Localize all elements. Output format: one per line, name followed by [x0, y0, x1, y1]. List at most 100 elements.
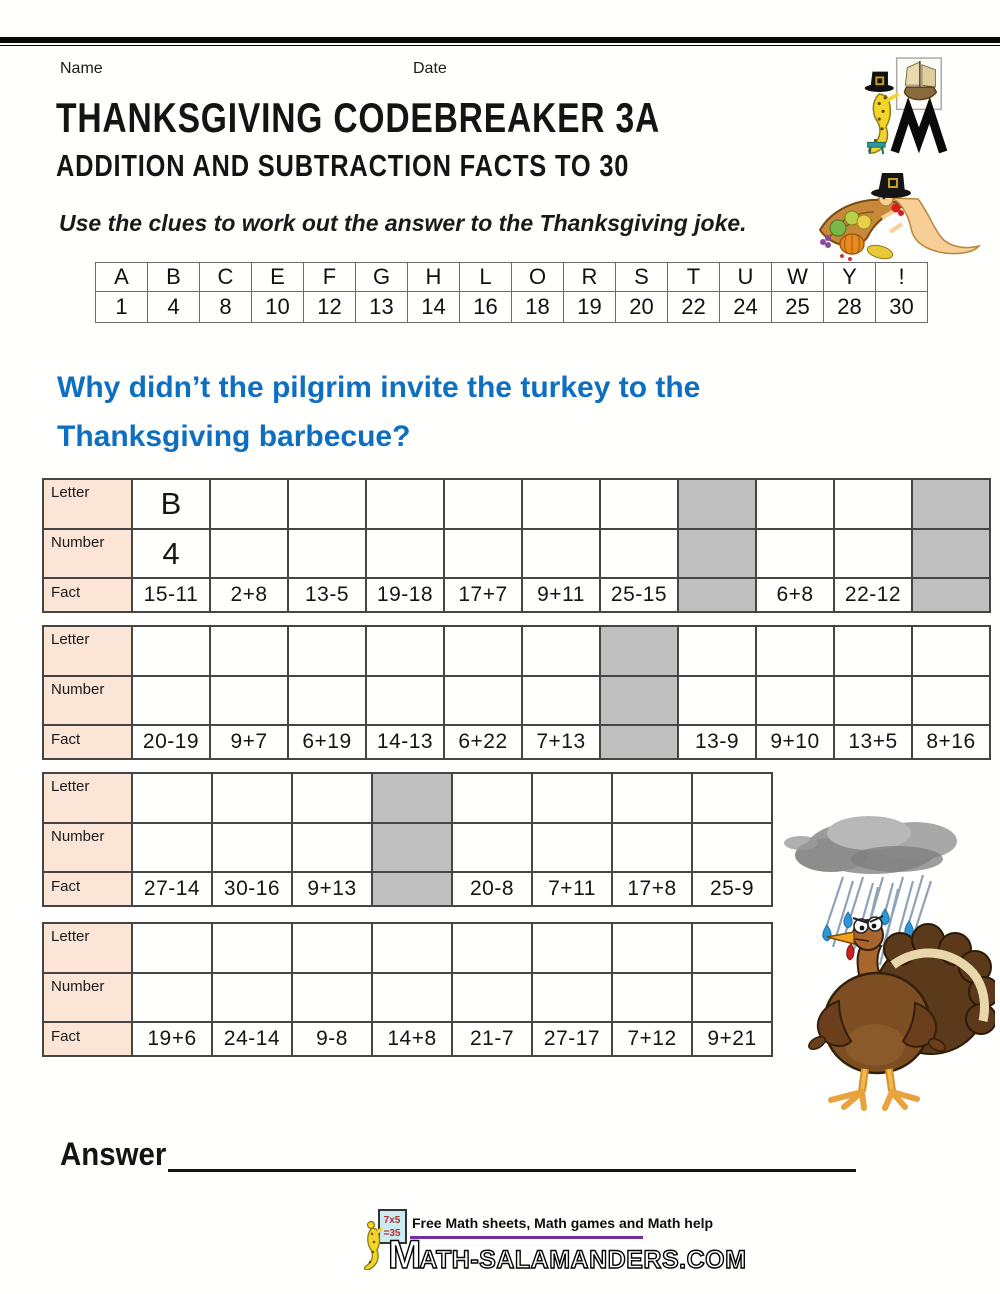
- grid3-letter-cell-4: [371, 772, 453, 824]
- answer-label: Answer: [60, 1136, 167, 1172]
- grid2-row-label-fact: Fact: [42, 724, 133, 760]
- grid3-letter-cell-6: [531, 772, 613, 824]
- grid3-fact-cell-8: 25-9: [691, 871, 773, 907]
- grid1-number-cell-3: [287, 528, 367, 579]
- footer-tagline: Free Math sheets, Math games and Math he…: [412, 1215, 714, 1231]
- code-number-cell-16: 30: [875, 291, 928, 323]
- grid4-letter-cell-1: [131, 922, 213, 974]
- grid3-fact-cell-1: 27-14: [131, 871, 213, 907]
- grid4-number-cell-1: [131, 972, 213, 1023]
- grid3-fact-cell-6: 7+11: [531, 871, 613, 907]
- grid3-letter-cell-3: [291, 772, 373, 824]
- code-letter-cell-14: W: [771, 262, 824, 292]
- grid3-fact-cell-5: 20-8: [451, 871, 533, 907]
- grid3-fact-cell-7: 17+8: [611, 871, 693, 907]
- code-letter-cell-9: O: [511, 262, 564, 292]
- grid2-letter-cell-5: [443, 625, 523, 677]
- grid3-number-cell-3: [291, 822, 373, 873]
- grid1-number-cell-7: [599, 528, 679, 579]
- grid2-number-cell-11: [911, 675, 991, 726]
- grid4-number-cell-2: [211, 972, 293, 1023]
- grid2-fact-cell-6: 7+13: [521, 724, 601, 760]
- code-number-cell-2: 4: [147, 291, 200, 323]
- code-number-cell-1: 1: [95, 291, 148, 323]
- grid3-number-cell-4: [371, 822, 453, 873]
- grid4-letter-cell-4: [371, 922, 453, 974]
- grid2-fact-cell-10: 13+5: [833, 724, 913, 760]
- answer-grid-1: Letter B Number 4 Fact 15-11 2+8 13-5 19-18 17+7 9…: [42, 478, 991, 613]
- grid2-letter-cell-10: [833, 625, 913, 677]
- grid4-fact-cell-4: 14+8: [371, 1021, 453, 1057]
- grid4-row-label-fact: Fact: [42, 1021, 133, 1057]
- grid2-number-cell-9: [755, 675, 835, 726]
- code-letter-cell-7: H: [407, 262, 460, 292]
- grid1-number-cell-10: [833, 528, 913, 579]
- footer-brand: M ATH-SALAMANDERS.COM: [387, 1232, 747, 1278]
- grid1-fact-cell-3: 13-5: [287, 577, 367, 613]
- grid2-letter-cell-7: [599, 625, 679, 677]
- grid4-number-cell-5: [451, 972, 533, 1023]
- grid1-letter-cell-2: [209, 478, 289, 530]
- code-number-cell-7: 14: [407, 291, 460, 323]
- date-label: Date: [413, 60, 447, 77]
- code-number-cell-10: 19: [563, 291, 616, 323]
- grid3-letter-cell-1: [131, 772, 213, 824]
- grid3-letter-cell-7: [611, 772, 693, 824]
- code-number-cell-15: 28: [823, 291, 876, 323]
- grid1-number-cell-11: [911, 528, 991, 579]
- grid1-letter-cell-10: [833, 478, 913, 530]
- code-letter-cell-13: U: [719, 262, 772, 292]
- grid4-fact-cell-1: 19+6: [131, 1021, 213, 1057]
- grid3-row-label-letter: Letter: [42, 772, 133, 824]
- instruction-text: Use the clues to work out the answer to …: [59, 210, 747, 236]
- grid4-number-cell-7: [611, 972, 693, 1023]
- grid3-fact-cell-4: [371, 871, 453, 907]
- grid1-letter-cell-4: [365, 478, 445, 530]
- grid2-letter-cell-6: [521, 625, 601, 677]
- grid1-fact-cell-11: [911, 577, 991, 613]
- grid4-fact-cell-3: 9-8: [291, 1021, 373, 1057]
- grid1-row-label-fact: Fact: [42, 577, 133, 613]
- grid3-letter-cell-5: [451, 772, 533, 824]
- grid1-fact-cell-5: 17+7: [443, 577, 523, 613]
- code-number-cell-5: 12: [303, 291, 356, 323]
- grid2-letter-cell-3: [287, 625, 367, 677]
- grid2-letter-cell-4: [365, 625, 445, 677]
- grid3-number-cell-8: [691, 822, 773, 873]
- code-letter-cell-10: R: [563, 262, 616, 292]
- grid4-fact-cell-8: 9+21: [691, 1021, 773, 1057]
- code-number-cell-13: 24: [719, 291, 772, 323]
- grid4-number-cell-3: [291, 972, 373, 1023]
- grid1-number-cell-9: [755, 528, 835, 579]
- grid4-letter-cell-2: [211, 922, 293, 974]
- grid3-number-cell-1: [131, 822, 213, 873]
- grid1-letter-cell-8: [677, 478, 757, 530]
- code-number-cell-14: 25: [771, 291, 824, 323]
- grid2-row-label-number: Number: [42, 675, 133, 726]
- grid2-number-cell-6: [521, 675, 601, 726]
- code-number-cell-8: 16: [459, 291, 512, 323]
- footer-brand-m: M: [387, 1232, 422, 1277]
- grid1-letter-cell-9: [755, 478, 835, 530]
- grid1-fact-cell-9: 6+8: [755, 577, 835, 613]
- code-letter-cell-15: Y: [823, 262, 876, 292]
- grid2-letter-cell-2: [209, 625, 289, 677]
- grid1-letter-cell-6: [521, 478, 601, 530]
- grid3-fact-cell-3: 9+13: [291, 871, 373, 907]
- grid2-letter-cell-8: [677, 625, 757, 677]
- code-key-table: A B C E F G H L O R S T U W Y! 1 4 8 10 12 13 14 16 18 19 20 22 24 2…: [95, 262, 928, 323]
- grid1-number-cell-4: [365, 528, 445, 579]
- answer-grid-4: Letter Number Fact 19+6 24-14 9-8 14+8 21-7 27-1…: [42, 922, 773, 1057]
- grid3-fact-cell-2: 30-16: [211, 871, 293, 907]
- grid2-number-cell-5: [443, 675, 523, 726]
- grid4-letter-cell-6: [531, 922, 613, 974]
- grid3-number-cell-2: [211, 822, 293, 873]
- grid1-fact-cell-2: 2+8: [209, 577, 289, 613]
- grid1-number-cell-6: [521, 528, 601, 579]
- grid3-letter-cell-2: [211, 772, 293, 824]
- grid3-number-cell-5: [451, 822, 533, 873]
- grid2-fact-cell-3: 6+19: [287, 724, 367, 760]
- grid2-fact-cell-8: 13-9: [677, 724, 757, 760]
- footer-brand-rest: ATH-SALAMANDERS.COM: [419, 1245, 747, 1274]
- answer-line: [168, 1169, 856, 1172]
